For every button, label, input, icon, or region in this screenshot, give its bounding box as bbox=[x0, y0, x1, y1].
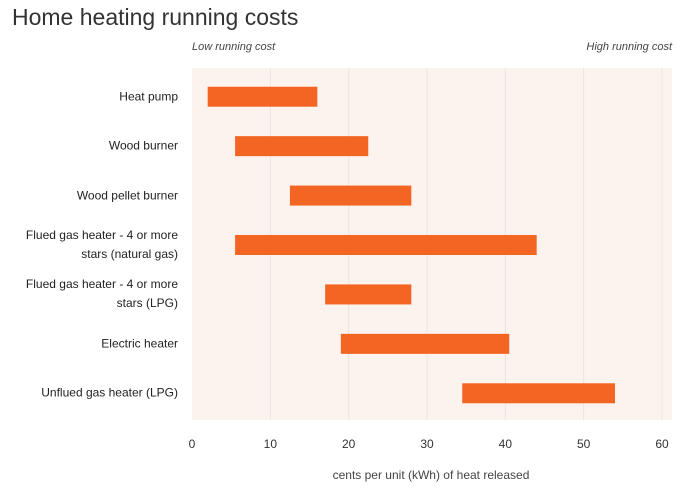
y-tick-label: Wood pellet burner bbox=[76, 188, 178, 203]
y-tick-label: Unflued gas heater (LPG) bbox=[41, 385, 178, 400]
y-tick-label: Flued gas heater - 4 or more stars (natu… bbox=[25, 228, 178, 261]
bar bbox=[289, 185, 412, 206]
bar bbox=[207, 86, 318, 107]
x-tick-label: 20 bbox=[342, 437, 356, 451]
y-tick-label: Electric heater bbox=[101, 336, 178, 351]
x-axis-label: cents per unit (kWh) of heat released bbox=[333, 468, 530, 482]
x-tick-label: 0 bbox=[189, 437, 196, 451]
x-tick-label: 50 bbox=[577, 437, 591, 451]
x-tick-label: 40 bbox=[499, 437, 513, 451]
chart-title: Home heating running costs bbox=[12, 4, 298, 30]
bar bbox=[340, 333, 510, 354]
bar bbox=[235, 235, 537, 255]
annotation: Low running cost bbox=[192, 41, 276, 53]
y-tick-label: Wood burner bbox=[108, 138, 178, 153]
bar bbox=[325, 284, 412, 305]
bar bbox=[235, 136, 369, 157]
x-tick-label: 60 bbox=[655, 437, 669, 451]
bar bbox=[462, 383, 615, 404]
y-tick-label: Heat pump bbox=[119, 89, 178, 104]
y-tick-label: Flued gas heater - 4 or more stars (LPG) bbox=[25, 277, 178, 311]
annotation: High running cost bbox=[586, 41, 673, 53]
x-tick-label: 30 bbox=[420, 437, 434, 451]
x-tick-label: 10 bbox=[264, 437, 278, 451]
